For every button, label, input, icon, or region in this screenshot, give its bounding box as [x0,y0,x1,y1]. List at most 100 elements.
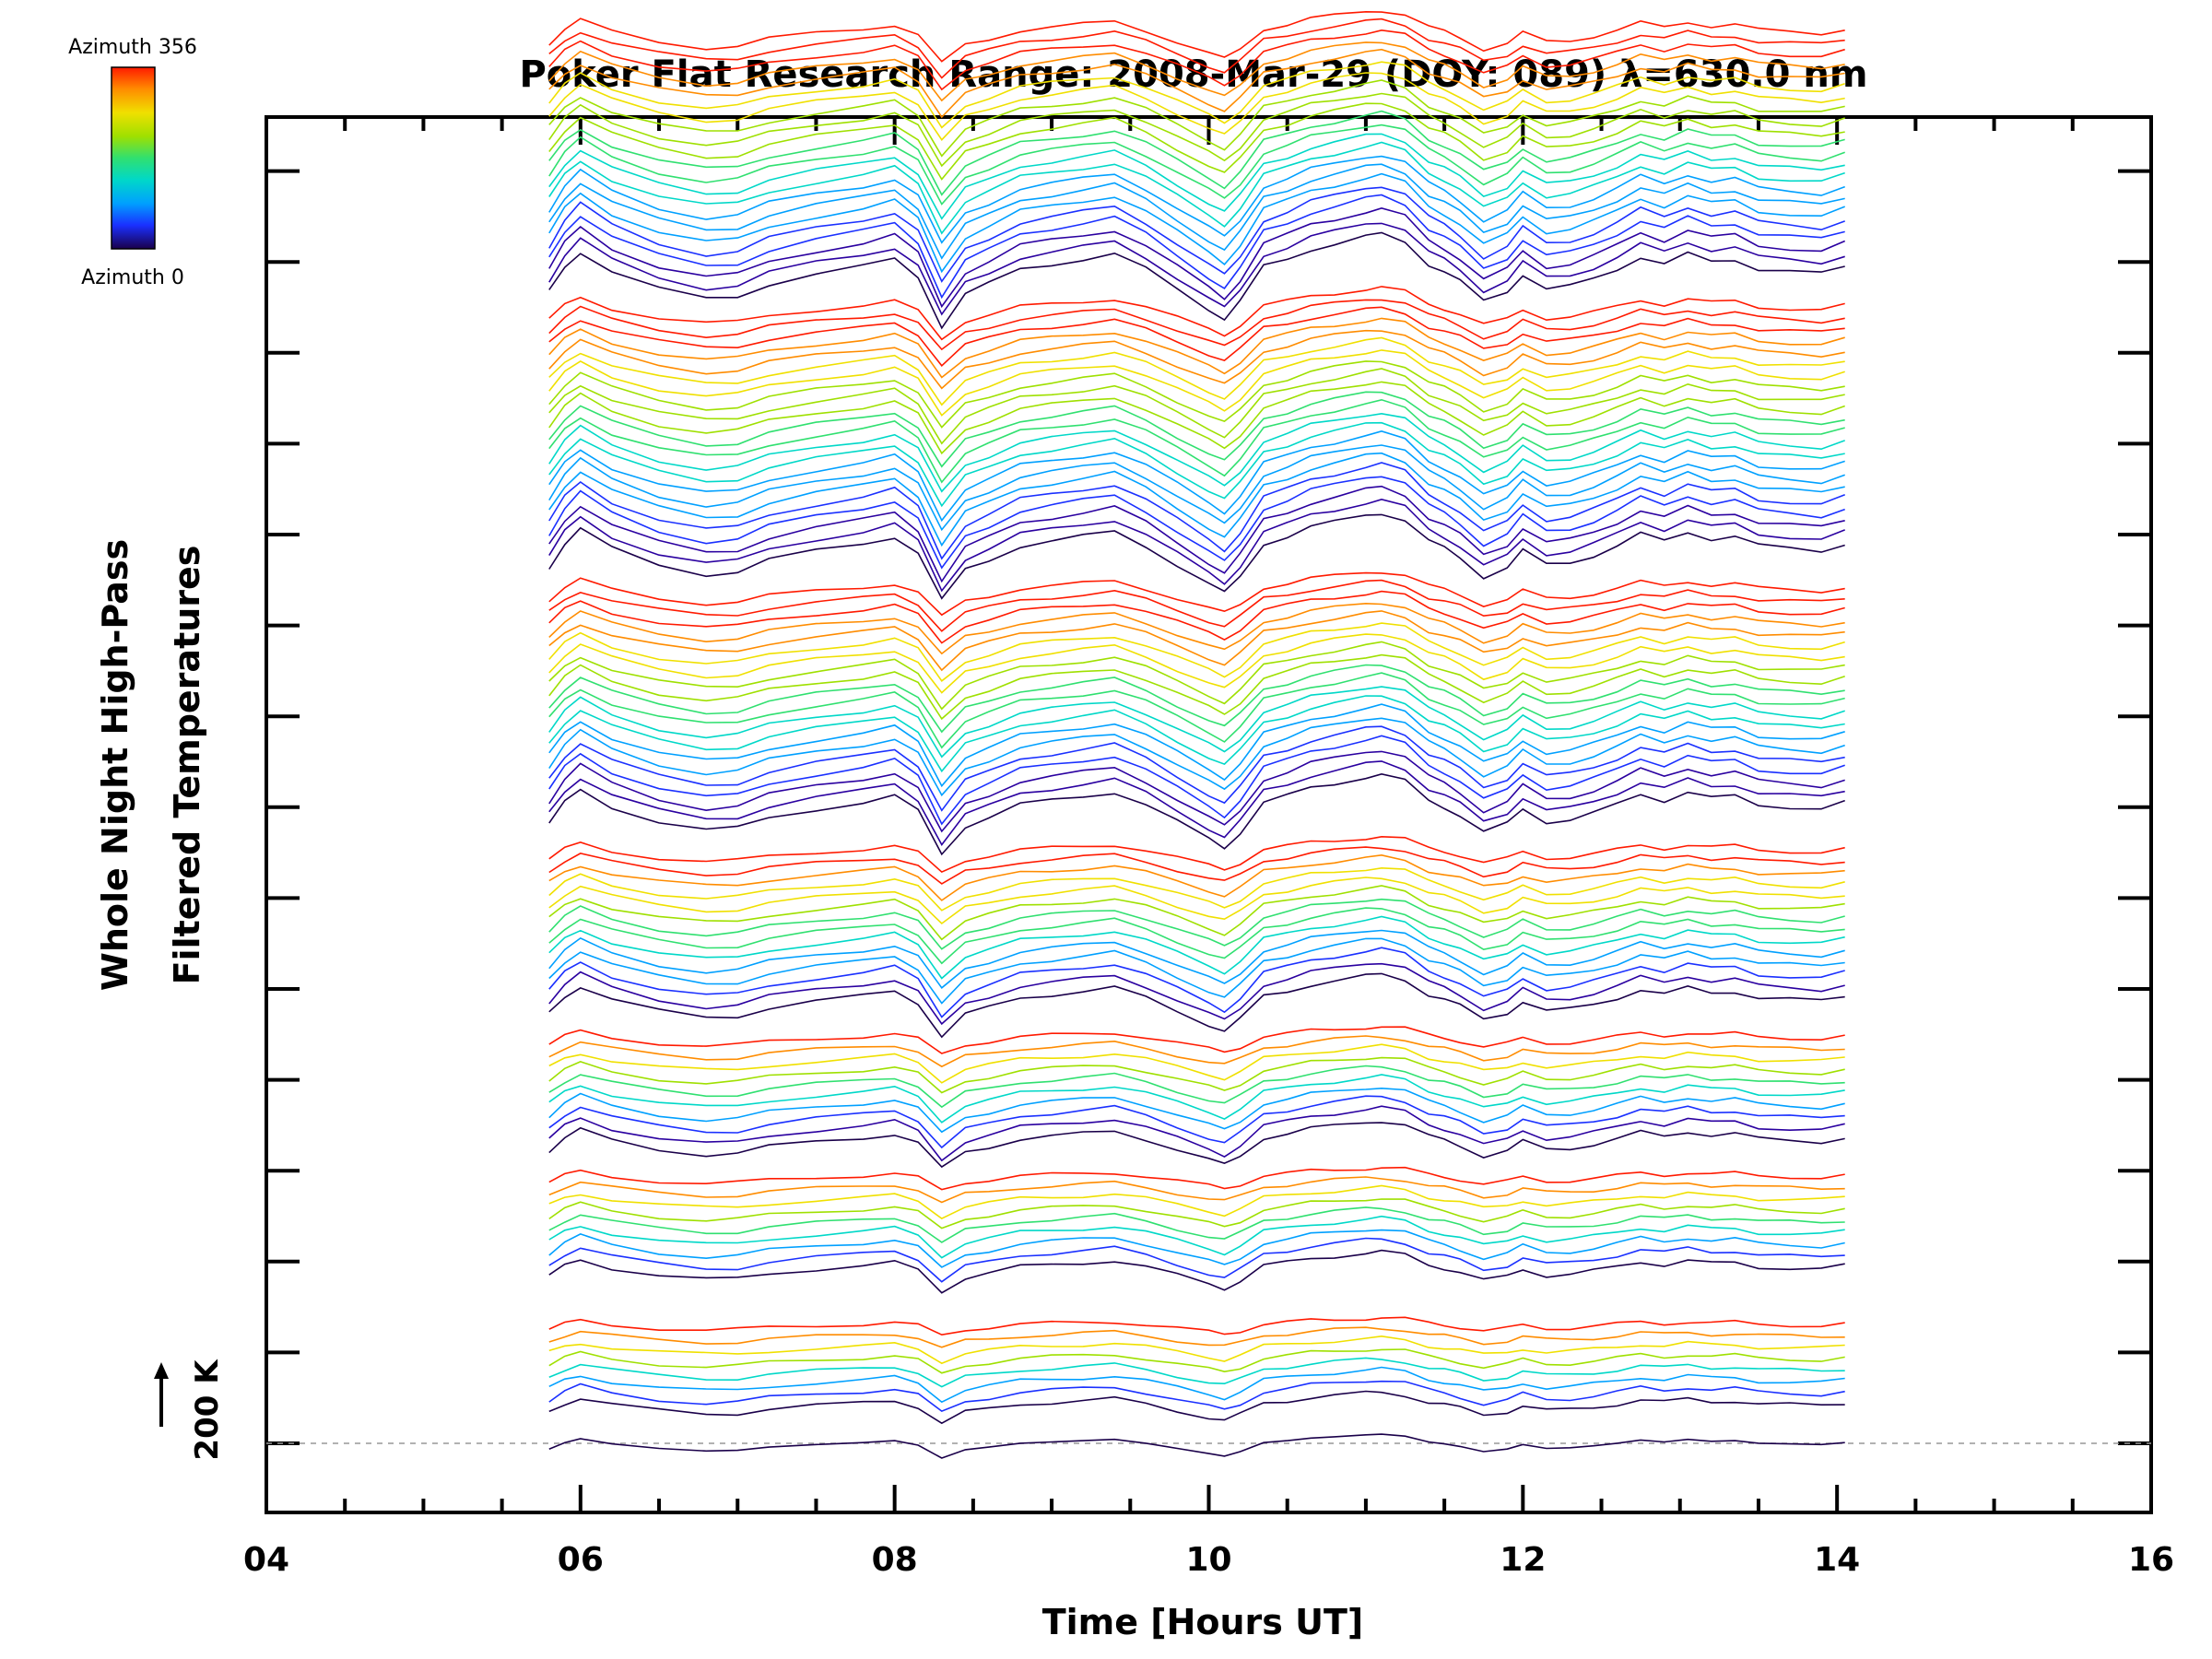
series-line [548,898,1845,950]
colorbar: Azimuth 356 Azimuth 0 [68,36,197,289]
series-line [548,846,1845,885]
series-line [548,1184,1845,1220]
series-line [548,1390,1845,1425]
series-line [548,1237,1845,1283]
series-line [548,877,1845,925]
series-line [548,360,1845,429]
series-line [548,695,1845,773]
series-line [548,1026,1845,1054]
x-tick-label: 06 [558,1541,604,1579]
series-line [548,429,1845,523]
x-tick-label: 14 [1814,1541,1860,1579]
y-axis-label-line1: Whole Night High-Pass [95,539,135,991]
series-line [548,866,1845,912]
series-line [548,29,1845,91]
series-line [548,760,1845,846]
scale-bar-label: 200 K [189,1359,226,1461]
series-line [548,381,1845,455]
series-line [548,412,1845,493]
series-line [548,10,1845,63]
series-line [548,186,1845,283]
series-line [548,485,1845,583]
series-line [548,110,1845,196]
series-line [548,1335,1845,1365]
x-tick-label: 08 [872,1541,918,1579]
series-line [548,602,1845,655]
series-line [548,972,1845,1039]
series-line [548,336,1845,406]
series-line [548,444,1845,532]
series-line [548,72,1845,141]
series-line [548,929,1845,989]
series-line [548,947,1845,1018]
series-line [548,41,1845,102]
colorbar-top-label: Azimuth 356 [68,36,197,59]
series-line [548,92,1845,168]
series-line [548,398,1845,484]
series-layer [548,10,1846,1459]
series-line [548,907,1845,965]
series-line [548,686,1845,759]
x-tick-label: 12 [1500,1541,1546,1579]
colorbar-gradient [111,66,156,250]
y-axis-label-line2: Filtered Temperatures [167,546,207,985]
series-line [548,571,1845,617]
x-tick-label: 10 [1185,1541,1231,1579]
series-line [548,750,1845,833]
series-line [548,622,1845,682]
series-line [548,368,1845,445]
series-line [548,1316,1845,1336]
x-axis-label: Time [Hours UT] [1042,1602,1364,1642]
series-line [548,772,1845,856]
series-line [548,133,1845,220]
series-line [548,299,1845,351]
series-line [548,885,1845,941]
axes [265,115,2153,1514]
series-line [548,664,1845,734]
x-tick-labels: 04 06 08 10 12 14 16 [243,1541,2174,1579]
series-line [548,286,1845,341]
series-line [548,513,1845,600]
colorbar-bottom-label: Azimuth 0 [81,266,184,289]
scale-bar-arrowhead [154,1362,169,1379]
series-line [548,498,1845,593]
series-line [548,1095,1845,1149]
series-line [548,1326,1845,1348]
series-line [548,163,1845,260]
series-line [548,1348,1845,1374]
plot-frame [265,115,2153,1514]
series-line [548,703,1845,788]
series-line [548,835,1845,874]
series-line [548,1087,1845,1134]
series-line [548,1035,1845,1068]
series-line [548,206,1846,309]
series-line [548,79,1845,158]
series-line [548,1433,1845,1459]
series-line [548,476,1845,570]
series-line [548,231,1845,330]
series-line [548,937,1845,1005]
series-line [548,633,1845,694]
series-line [548,1074,1845,1124]
series-line [548,717,1845,797]
series-line [548,1357,1845,1388]
series-line [548,1105,1845,1162]
series-line [548,391,1845,468]
series-line [548,1166,1845,1191]
series-line [548,579,1845,632]
series-line [548,725,1845,812]
series-line [548,610,1845,672]
series-line [548,155,1845,244]
series-line [548,1215,1845,1259]
x-tick-label: 16 [2128,1541,2174,1579]
series-line [548,915,1845,980]
series-line [548,1366,1845,1404]
series-line [548,141,1845,235]
series-line [548,1176,1845,1204]
series-line [548,735,1845,826]
series-line [548,421,1845,508]
series-line [548,653,1845,721]
y-axis-label: Whole Night High-Pass Filtered Temperatu… [95,539,207,991]
series-line [548,18,1845,79]
